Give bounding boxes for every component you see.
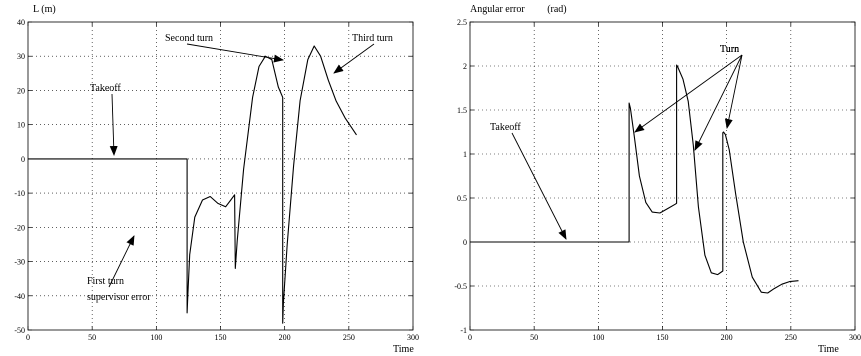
y-tick-label: 0 bbox=[21, 155, 25, 164]
x-tick-label: 200 bbox=[721, 333, 733, 342]
y-tick-label: 30 bbox=[17, 52, 25, 61]
y-axis-label: L (m) bbox=[33, 4, 56, 15]
x-tick-label: 250 bbox=[785, 333, 797, 342]
x-tick-label: 250 bbox=[343, 333, 355, 342]
y-tick-label: 10 bbox=[17, 121, 25, 130]
annotation-arrow bbox=[511, 132, 567, 240]
annotation-label: Turn bbox=[720, 44, 739, 55]
annotation-arrow bbox=[108, 235, 135, 288]
x-tick-label: 150 bbox=[215, 333, 227, 342]
y-axis-label: Angular error (rad) bbox=[470, 4, 567, 15]
annotation-label: Takeoff bbox=[490, 122, 521, 133]
plot-frame bbox=[27, 21, 414, 331]
y-tick-label: 1 bbox=[463, 150, 467, 159]
y-tick-label: 1.5 bbox=[457, 106, 467, 115]
y-tick-label: 2 bbox=[463, 62, 467, 71]
y-tick-label: 0.5 bbox=[457, 194, 467, 203]
y-tick-label: -50 bbox=[14, 326, 25, 335]
annotation-label: Takeoff bbox=[90, 83, 121, 94]
y-tick-label: 0 bbox=[463, 238, 467, 247]
x-tick-label: 0 bbox=[468, 333, 472, 342]
x-tick-label: 100 bbox=[592, 333, 604, 342]
annotation-label: Turn bbox=[720, 44, 739, 55]
x-tick-label: 200 bbox=[279, 333, 291, 342]
y-tick-label: -20 bbox=[14, 223, 25, 232]
y-tick-label: -1 bbox=[460, 326, 467, 335]
annotation-label: First turn bbox=[87, 276, 124, 287]
y-tick-label: -10 bbox=[14, 189, 25, 198]
y-tick-label: -0.5 bbox=[454, 282, 467, 291]
annotation-label: Second turn bbox=[165, 33, 213, 44]
series-line-0 bbox=[470, 64, 799, 294]
y-tick-label: 2.5 bbox=[457, 18, 467, 27]
left-chart-panel: 0 50 100 150 200 250 300 -50 -40 -30 -20 -10 0 10 20 30… bbox=[14, 4, 419, 355]
y-tick-label: 20 bbox=[17, 86, 25, 95]
y-tick-label: -30 bbox=[14, 258, 25, 267]
annotation-arrow bbox=[634, 54, 743, 133]
series-line-0 bbox=[28, 45, 357, 324]
annotation-arrow bbox=[333, 43, 375, 74]
x-tick-label: 300 bbox=[849, 333, 861, 342]
x-tick-label: 50 bbox=[530, 333, 538, 342]
y-tick-label: -40 bbox=[14, 292, 25, 301]
x-tick-label: 100 bbox=[150, 333, 162, 342]
annotation-label: supervisor error bbox=[87, 292, 151, 303]
x-tick-label: 0 bbox=[26, 333, 30, 342]
x-tick-label: 50 bbox=[88, 333, 96, 342]
annotation-arrow bbox=[724, 54, 743, 129]
annotation-label: Turn bbox=[720, 44, 739, 55]
right-chart-panel: 0 50 100 150 200 250 300 -1 -0.5 0 0.5 1 1.5 2 2.5Angu… bbox=[454, 4, 861, 355]
annotation-arrow bbox=[694, 54, 743, 151]
x-axis-label: Time bbox=[393, 344, 414, 355]
annotation-arrow bbox=[109, 93, 118, 156]
annotation-label: Third turn bbox=[352, 33, 393, 44]
plot-frame bbox=[469, 21, 856, 331]
x-tick-label: 150 bbox=[657, 333, 669, 342]
annotation-arrow bbox=[186, 43, 284, 63]
x-tick-label: 300 bbox=[407, 333, 419, 342]
y-tick-label: 40 bbox=[17, 18, 25, 27]
x-axis-label: Time bbox=[818, 344, 839, 355]
